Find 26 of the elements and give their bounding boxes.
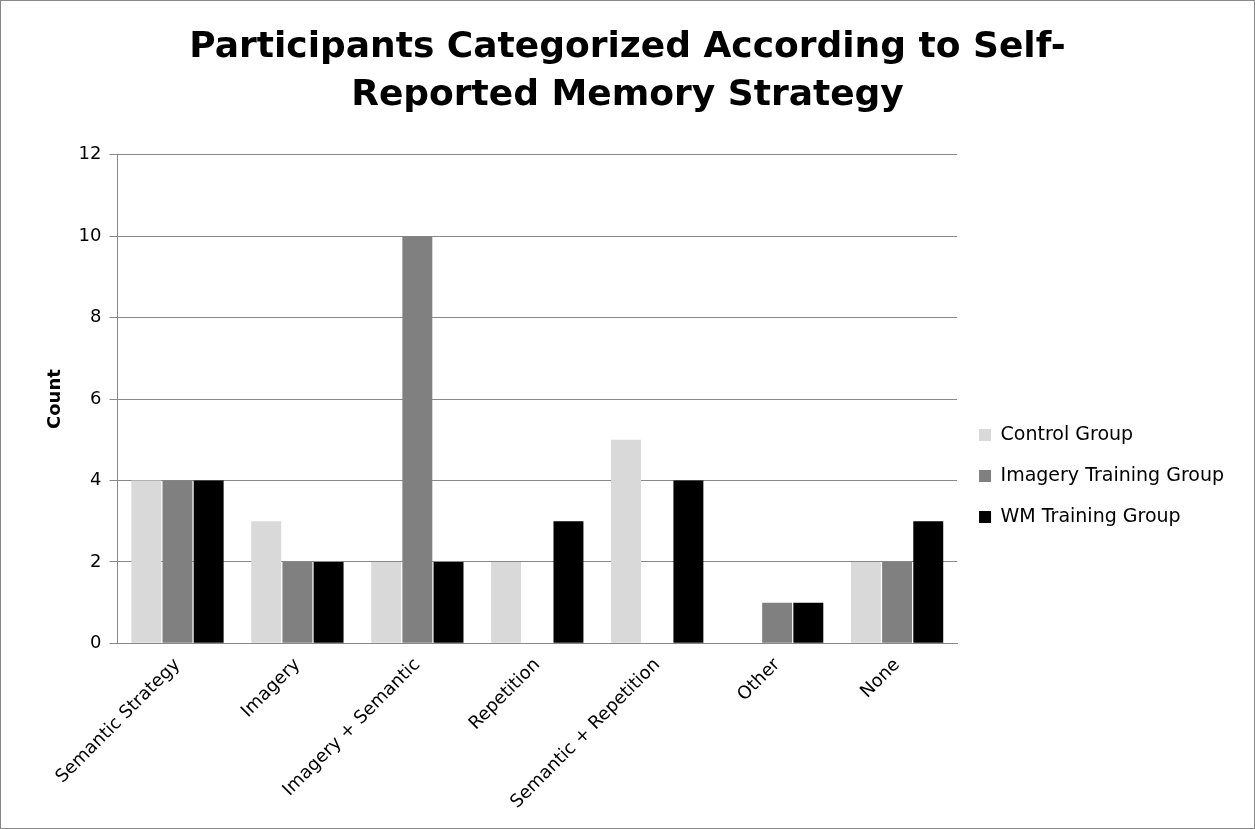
y-tick-label: 0 [90,631,102,653]
legend-label: Control Group [1000,421,1134,444]
y-tick-label: 10 [78,223,102,245]
y-axis-title: Count [43,368,65,429]
bar [491,561,522,643]
bar [850,561,881,643]
bar [611,439,641,643]
y-tick-label: 2 [90,549,102,571]
bar [313,561,344,643]
legend-label: Imagery Training Group [1000,462,1225,485]
bar [913,521,944,643]
y-tick-label: 8 [90,305,102,327]
y-tick-label: 6 [90,386,102,408]
bar [251,521,282,643]
y-tick-label: 4 [90,468,102,490]
bar [793,602,824,643]
bar [553,521,584,643]
legend-label: WM Training Group [1000,503,1181,526]
bar [673,480,704,643]
y-tick-label: 12 [78,142,102,164]
bar [371,561,402,643]
bar [131,480,162,643]
bar [433,561,464,643]
bar [762,602,793,643]
bar [193,480,224,643]
chart-title: Participants Categorized According to Self-Reported Memory Strategy [188,23,1067,115]
